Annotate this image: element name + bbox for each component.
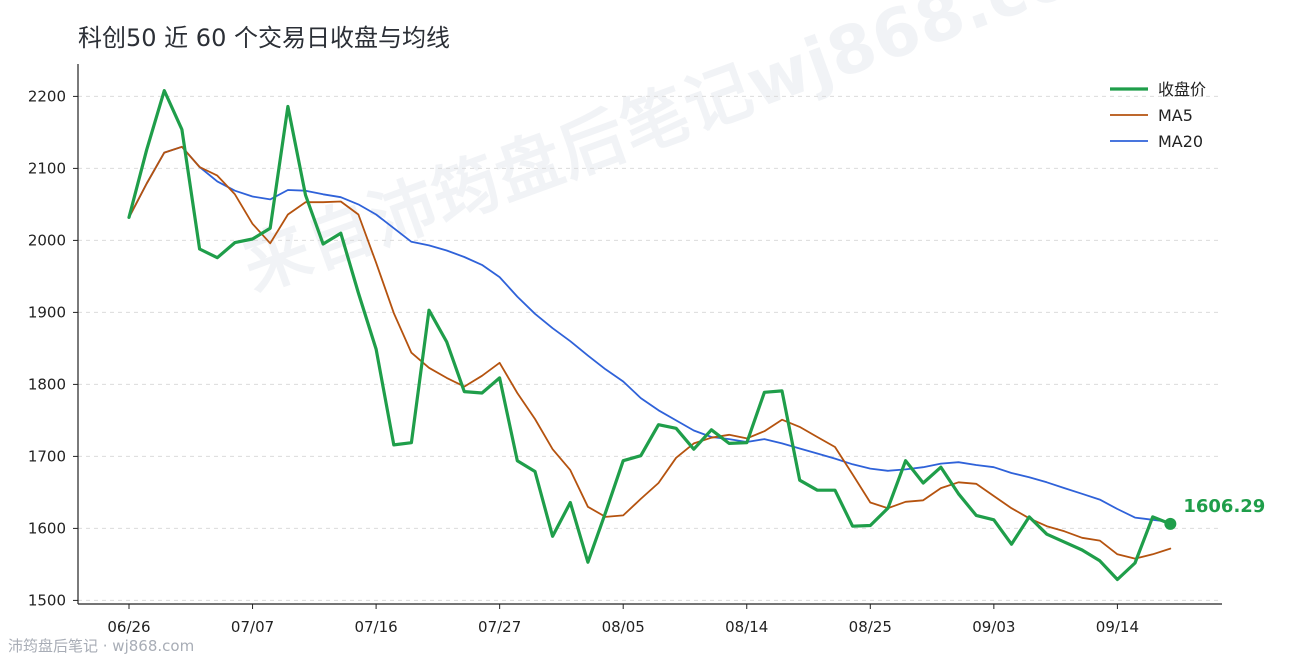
y-tick-label: 1800 — [28, 375, 66, 393]
y-tick-label: 2000 — [28, 231, 66, 249]
y-tick-label: 1700 — [28, 447, 66, 465]
legend: 收盘价 MA5 MA20 — [1110, 80, 1206, 151]
x-tick-label: 07/07 — [231, 618, 274, 636]
legend-label: MA20 — [1158, 132, 1203, 151]
x-axis-ticks: 06/26 07/07 07/16 07/27 08/05 08/14 08/25 09/03… — [107, 604, 1139, 636]
legend-label: 收盘价 — [1158, 80, 1206, 99]
legend-label: MA5 — [1158, 106, 1193, 125]
series-lines — [127, 88, 1172, 582]
x-tick-label: 09/03 — [972, 618, 1015, 636]
footer-watermark: 沛筠盘后笔记 · wj868.com — [8, 637, 195, 655]
grid-lines — [78, 95, 1222, 601]
y-tick-label: 1600 — [28, 519, 66, 537]
series-line-ma5 — [128, 145, 1172, 560]
last-value-label: 1606.29 — [1183, 496, 1265, 517]
series-line-ma20 — [128, 145, 1172, 523]
y-tick-label: 1900 — [28, 303, 66, 321]
x-tick-label: 07/16 — [354, 618, 397, 636]
x-tick-label: 08/05 — [602, 618, 645, 636]
chart-title: 科创50 近 60 个交易日收盘与均线 — [78, 24, 450, 52]
x-tick-label: 08/25 — [849, 618, 892, 636]
last-point-marker: 1606.29 — [1164, 496, 1265, 530]
y-tick-label: 1500 — [28, 591, 66, 609]
x-tick-label: 06/26 — [107, 618, 150, 636]
x-tick-label: 09/14 — [1096, 618, 1139, 636]
x-tick-label: 08/14 — [725, 618, 768, 636]
y-tick-label: 2100 — [28, 159, 66, 177]
series-line-close — [127, 88, 1172, 582]
last-point-dot — [1164, 517, 1177, 530]
x-tick-label: 07/27 — [478, 618, 521, 636]
y-tick-label: 2200 — [28, 87, 66, 105]
y-axis-ticks: 1500 1600 1700 1800 1900 2000 2100 2200 — [28, 87, 78, 609]
axes — [77, 64, 1222, 605]
